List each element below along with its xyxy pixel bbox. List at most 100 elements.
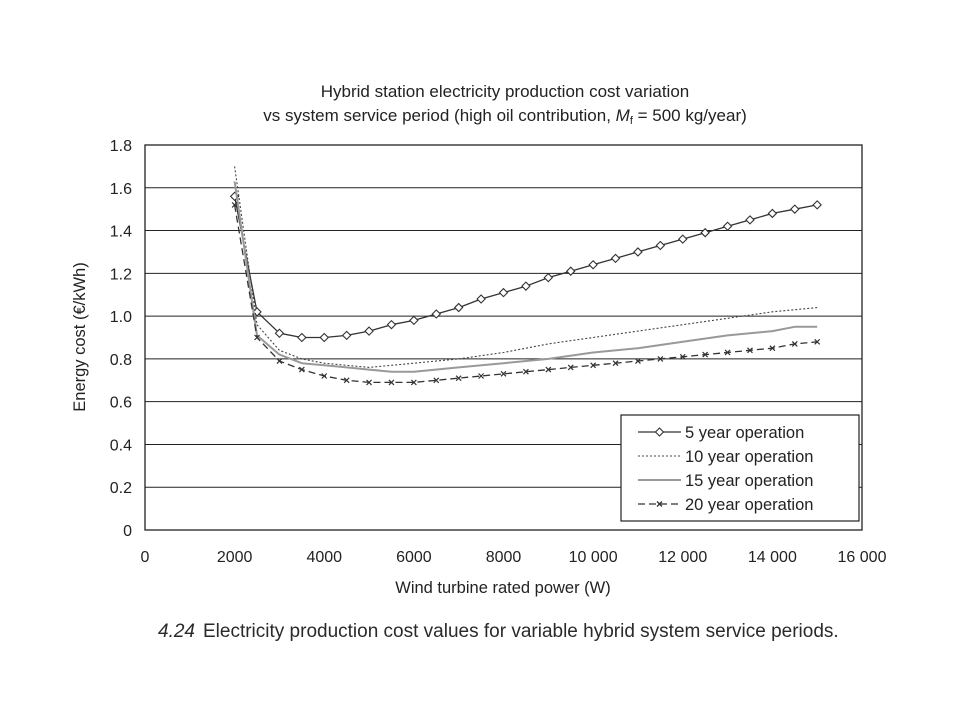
data-point [409,315,419,326]
data-point [612,360,619,367]
data-point [702,351,709,358]
chart-title-sub: f [630,115,634,127]
series-line [233,181,818,373]
x-marker-icon [656,501,663,507]
data-point [500,370,507,377]
data-point [274,328,285,338]
data-point [724,349,731,356]
y-tick-label: 0.6 [110,395,132,412]
legend-label-20yr: 20 year operation [685,496,813,514]
x-tick-label: 16 000 [838,549,887,566]
diamond-marker-icon [654,427,665,437]
chart-title-line1: Hybrid station electricity production co… [321,82,690,101]
data-point [478,373,485,379]
series-2 [234,166,818,368]
series-4 [231,201,821,386]
y-axis-label: Energy cost (€/kWh) [71,262,89,411]
data-point [341,330,352,341]
data-point [410,379,417,386]
x-tick-label: 2000 [217,549,253,566]
data-point [431,309,442,319]
data-point [790,204,800,214]
data-point [455,375,462,382]
legend-item-10yr: 10 year operation [638,448,813,466]
legend-label-5yr: 5 year operation [685,424,804,442]
series-layer [229,166,822,386]
x-tick-label: 0 [141,549,150,566]
data-point [812,200,822,210]
data-point [386,319,397,330]
y-tick-label: 1.4 [110,224,132,241]
data-point [747,347,753,354]
data-point [388,379,395,386]
series-3 [233,181,818,373]
y-tick-label: 0 [123,523,132,540]
caption-text: Electricity production cost values for v… [202,621,839,642]
data-point [297,332,307,343]
legend-label-10yr: 10 year operation [685,448,813,466]
data-point [543,272,554,283]
data-point [521,281,531,291]
grid-lines [145,187,862,488]
y-tick-label: 0.2 [110,480,132,497]
data-point [565,266,576,276]
data-point [745,215,755,225]
data-point [814,338,821,345]
legend-item-5yr: 5 year operation [638,424,804,442]
y-tick-label: 0.8 [110,352,132,369]
legend-item-20yr: 20 year operation [638,496,813,514]
chart-title-line2-suffix: = 500 kg/year) [633,106,747,125]
chart-title-var: M [616,106,631,125]
data-point [657,355,664,362]
data-point [366,379,372,386]
data-point [590,362,597,369]
chart-title-line2: vs system service period (high oil contr… [263,106,747,127]
data-point [433,377,440,384]
data-point [700,227,710,238]
data-point [567,364,574,371]
y-tick-label: 1.2 [110,266,132,283]
figure-caption: 4.24 Electricity production cost values f… [158,620,878,644]
caption-number: 4.24 [158,621,195,642]
y-tick-label: 1.8 [110,138,132,155]
data-point [476,294,486,304]
data-point [679,353,686,360]
y-tick-label: 1.6 [110,181,132,198]
data-point [276,358,283,364]
x-tick-label: 8000 [486,549,522,566]
x-axis-label: Wind turbine rated power (W) [395,579,611,597]
chart: Hybrid station electricity production co… [71,82,887,597]
data-point [722,221,733,232]
data-point [588,260,598,270]
x-tick-label: 12 000 [658,549,707,566]
y-tick-label: 1.0 [110,309,132,326]
data-point [522,368,529,375]
y-tick-label: 0.4 [110,437,132,454]
x-tick-label: 14 000 [748,549,797,566]
legend: 5 year operation 10 year operation 15 ye… [620,414,860,522]
data-point [545,366,552,373]
data-point [610,253,621,264]
data-point [655,240,666,251]
chart-title-line2-prefix: vs system service period (high oil contr… [263,106,615,125]
plot-area [144,144,863,531]
series-line [234,166,818,368]
x-tick-label: 4000 [306,549,342,566]
x-tick-label: 10 000 [569,549,618,566]
x-tick-label: 6000 [396,549,432,566]
data-point [769,345,776,352]
data-point [343,377,350,384]
data-point [453,302,464,313]
legend-item-15yr: 15 year operation [638,472,813,490]
data-point [231,201,238,208]
data-point [319,332,330,343]
data-point [791,340,798,347]
data-point [298,366,305,373]
data-point [635,358,641,364]
legend-label-15yr: 15 year operation [685,472,813,490]
series-1 [229,191,822,343]
data-point [254,334,260,341]
data-point [677,234,688,244]
series-line [233,204,818,384]
data-point [364,326,374,336]
